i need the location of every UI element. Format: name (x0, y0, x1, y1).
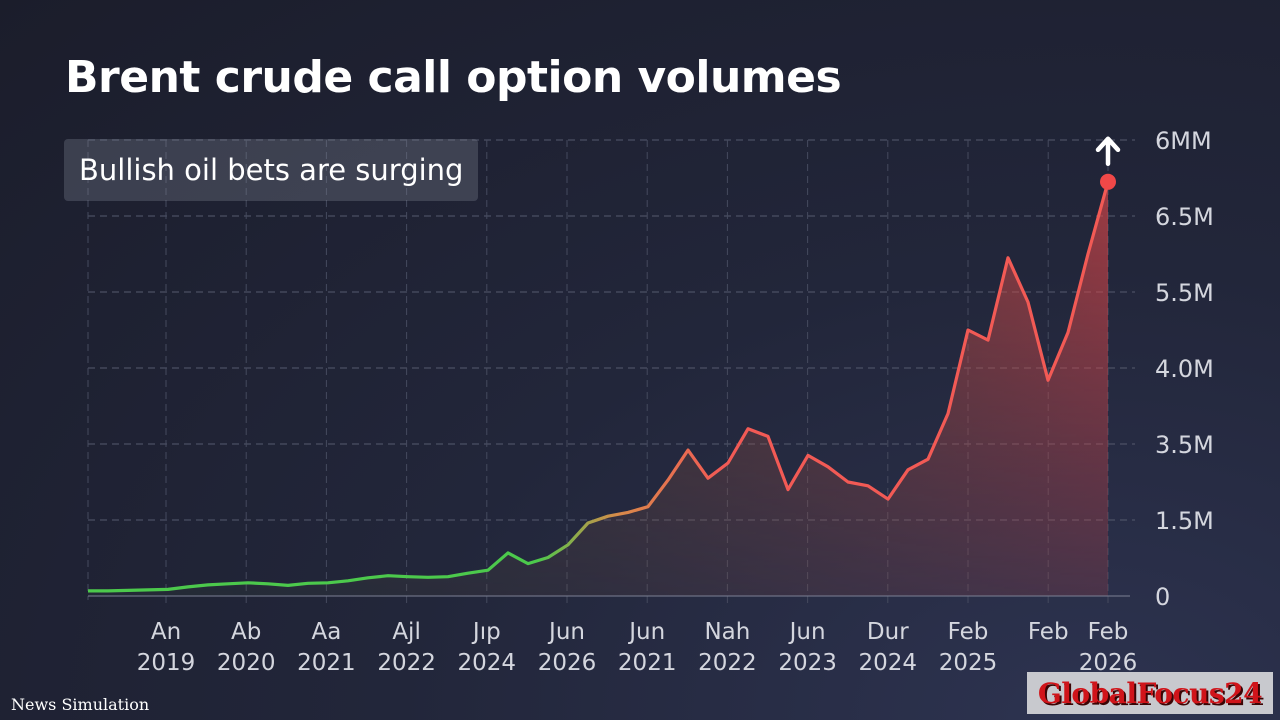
x-tick-year: 2025 (939, 650, 998, 676)
y-tick-label: 0 (1155, 583, 1170, 611)
x-tick-month: Feb (1028, 619, 1069, 645)
x-tick-year: 2024 (458, 650, 517, 676)
x-tick-year: 2022 (377, 650, 436, 676)
x-tick-month: Jun (788, 619, 826, 645)
x-tick-year: 2021 (297, 650, 356, 676)
x-tick-month: Feb (1088, 619, 1129, 645)
x-tick-year: 2020 (217, 650, 276, 676)
x-tick-month: An (151, 619, 181, 645)
x-tick-year: 2022 (698, 650, 757, 676)
x-tick-month: Ajl (392, 619, 421, 645)
credit-text: News Simulation (11, 695, 150, 714)
x-tick-month: Jun (547, 619, 585, 645)
x-tick-month: Jun (627, 619, 665, 645)
end-point-marker (1100, 173, 1116, 190)
x-tick-month: Dur (867, 619, 909, 645)
y-tick-label: 5.5M (1155, 279, 1214, 307)
area-fill (88, 181, 1108, 597)
y-tick-label: 3.5M (1155, 431, 1214, 459)
x-tick-year: 2023 (778, 650, 837, 676)
x-tick-month: Aa (311, 619, 341, 645)
y-tick-label: 4.0M (1155, 355, 1214, 383)
chart-title: Brent crude call option volumes (65, 52, 842, 103)
x-tick-year: 2021 (618, 650, 677, 676)
x-tick-year: 2026 (538, 650, 597, 676)
y-tick-label: 6MM (1155, 127, 1212, 155)
arrow-up-icon (1095, 136, 1121, 167)
arrow-up-shape (1095, 136, 1121, 167)
y-tick-label: 1.5M (1155, 507, 1214, 535)
annotation-box: Bullish oil bets are surging (64, 139, 479, 201)
x-tick-year: 2026 (1079, 650, 1138, 676)
y-tick-label: 6.5M (1155, 203, 1214, 231)
series-line (88, 181, 1110, 593)
x-tick-month: Jıp (471, 619, 501, 645)
x-tick-year: 2024 (859, 650, 918, 676)
x-tick-month: Ab (231, 619, 261, 645)
logo: GlobalFocus24 (1027, 672, 1273, 714)
x-tick-month: Feb (948, 619, 989, 645)
x-tick-year: 2019 (137, 650, 196, 676)
x-tick-month: Nah (704, 619, 750, 645)
